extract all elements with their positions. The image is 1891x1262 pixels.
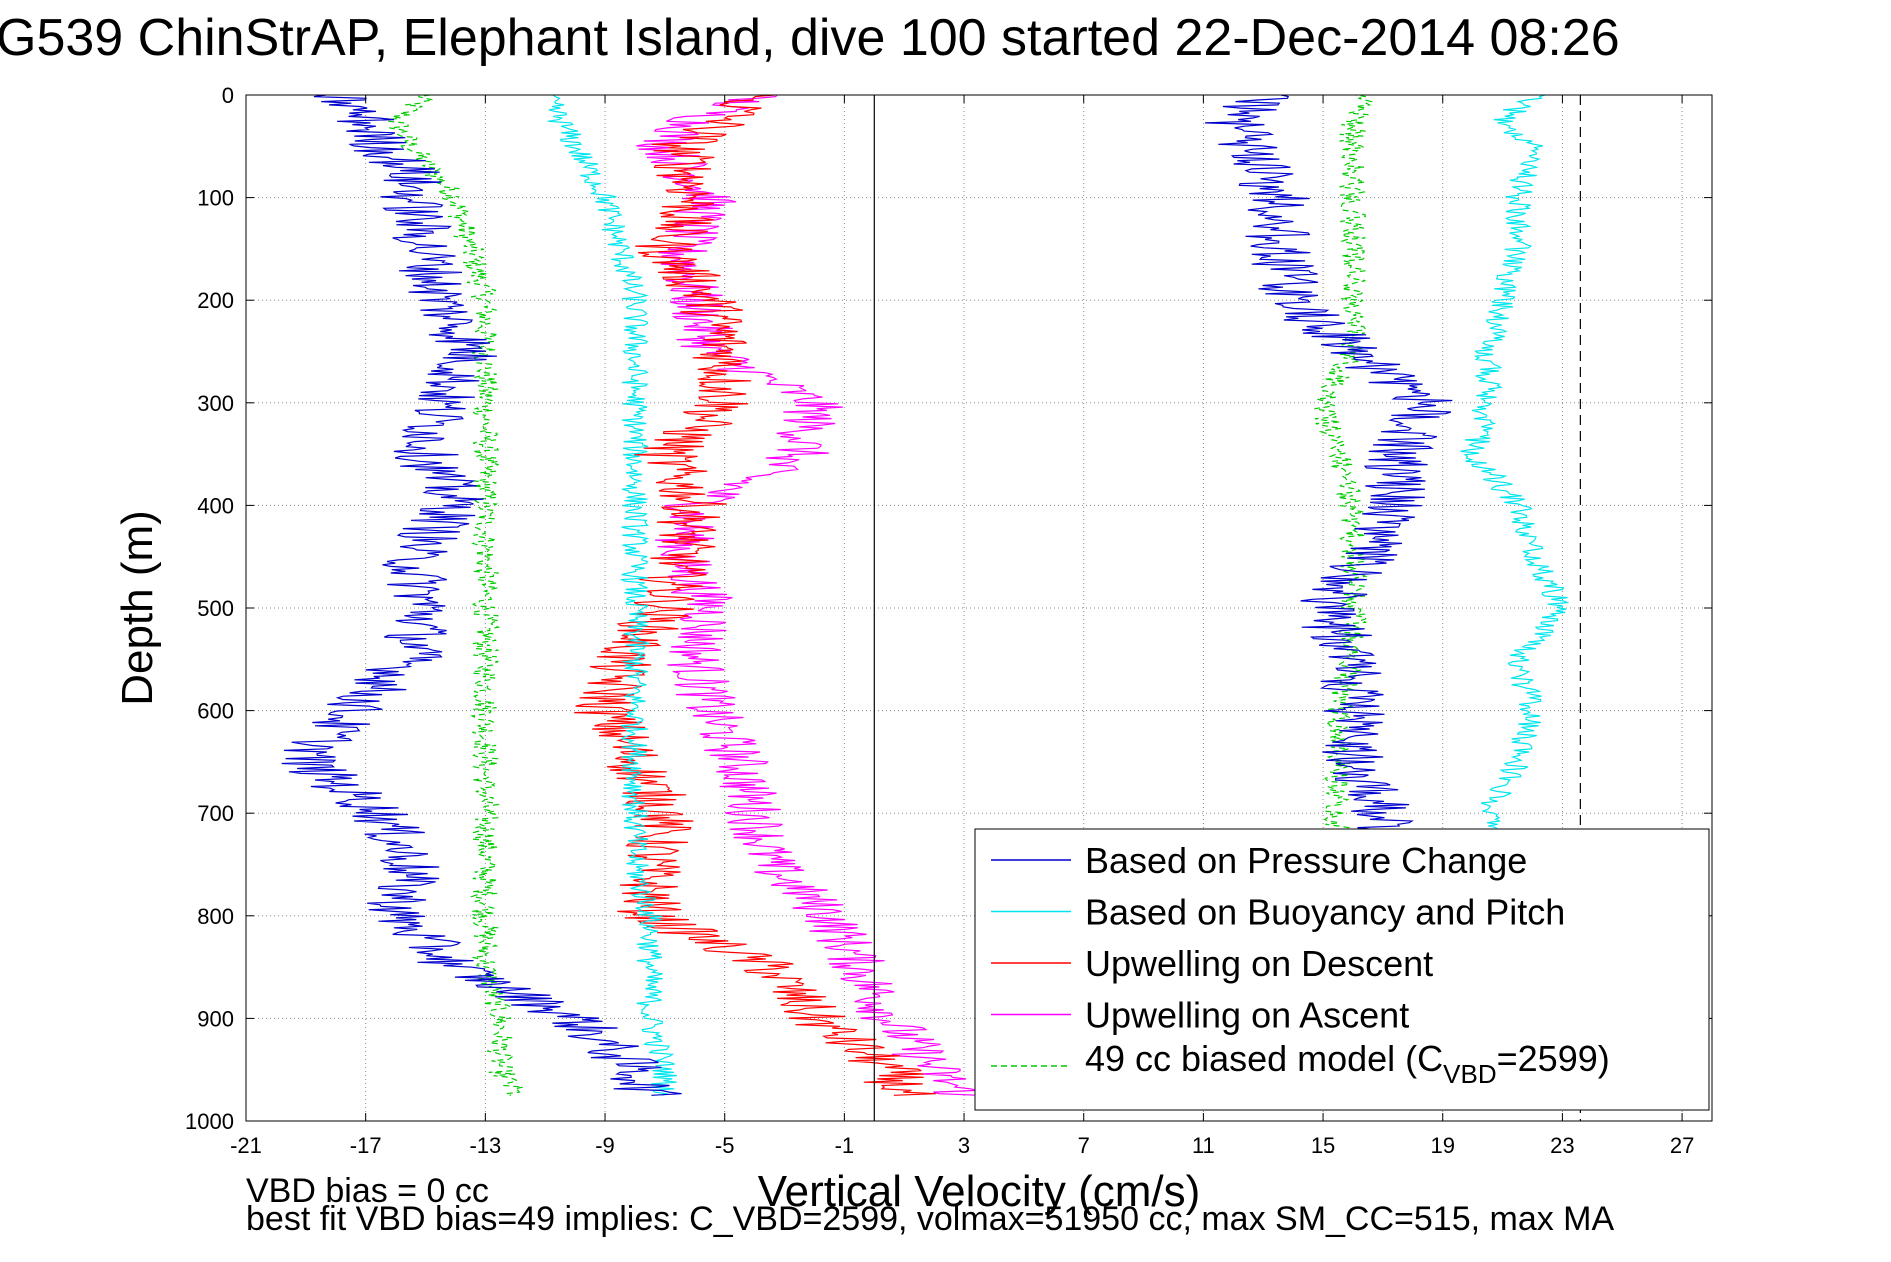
x-tick-label: 23 (1550, 1133, 1574, 1158)
x-tick-label: -5 (715, 1133, 735, 1158)
x-tick-label: 11 (1192, 1133, 1215, 1158)
x-axis-label: Vertical Velocity (cm/s) (758, 1167, 1201, 1216)
series-line-model-descent (386, 94, 524, 1096)
y-tick-label: 100 (197, 186, 234, 211)
x-tick-label: -13 (469, 1133, 501, 1158)
x-tick-label: 3 (958, 1133, 970, 1158)
y-tick-label: 800 (197, 904, 234, 929)
x-tick-label: -9 (595, 1133, 615, 1158)
x-tick-label: 15 (1311, 1133, 1335, 1158)
legend-label-ascent: Upwelling on Ascent (1085, 995, 1409, 1036)
y-tick-label: 600 (197, 699, 234, 724)
y-tick-label: 0 (222, 83, 234, 108)
series-line-descent (574, 94, 936, 1096)
y-tick-label: 300 (197, 391, 234, 416)
legend-label-descent: Upwelling on Descent (1085, 943, 1433, 984)
footer-best-fit: best fit VBD bias=49 implies: C_VBD=2599… (246, 1200, 1615, 1238)
x-tick-label: 27 (1670, 1133, 1694, 1158)
y-axis-label: Depth (m) (113, 510, 162, 706)
y-tick-label: 200 (197, 288, 234, 313)
y-tick-label: 900 (197, 1006, 234, 1031)
y-tick-label: 1000 (185, 1109, 234, 1134)
legend-label-pressure: Based on Pressure Change (1085, 840, 1527, 881)
legend: Based on Pressure Change Based on Buoyanc… (974, 828, 1710, 1111)
x-tick-label: 19 (1430, 1133, 1454, 1158)
series-line-pressure-descent (281, 94, 682, 1096)
series-line-buoyancy-descent (547, 94, 677, 1096)
chart-title: G539 ChinStrAP, Elephant Island, dive 10… (0, 9, 1620, 67)
x-tick-label: 7 (1078, 1133, 1090, 1158)
axis-ticks: -21 -17 -13 -9 -5 -1 3 7 11 15 19 23 270100200300400… (185, 83, 1712, 1158)
x-tick-label: -1 (835, 1133, 855, 1158)
footer-vbd-bias: VBD bias = 0 cc (246, 1172, 489, 1210)
legend-box (974, 828, 1710, 1111)
x-tick-label: -17 (350, 1133, 382, 1158)
y-tick-label: 500 (197, 596, 234, 621)
x-tick-label: -21 (230, 1133, 262, 1158)
y-tick-label: 700 (197, 801, 234, 826)
y-tick-label: 400 (197, 493, 234, 518)
legend-label-buoyancy: Based on Buoyancy and Pitch (1085, 892, 1565, 933)
